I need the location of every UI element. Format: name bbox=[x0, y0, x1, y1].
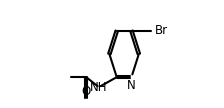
Text: N: N bbox=[127, 79, 136, 92]
Text: Br: Br bbox=[155, 24, 168, 37]
Text: O: O bbox=[82, 85, 91, 98]
Text: NH: NH bbox=[90, 81, 108, 94]
